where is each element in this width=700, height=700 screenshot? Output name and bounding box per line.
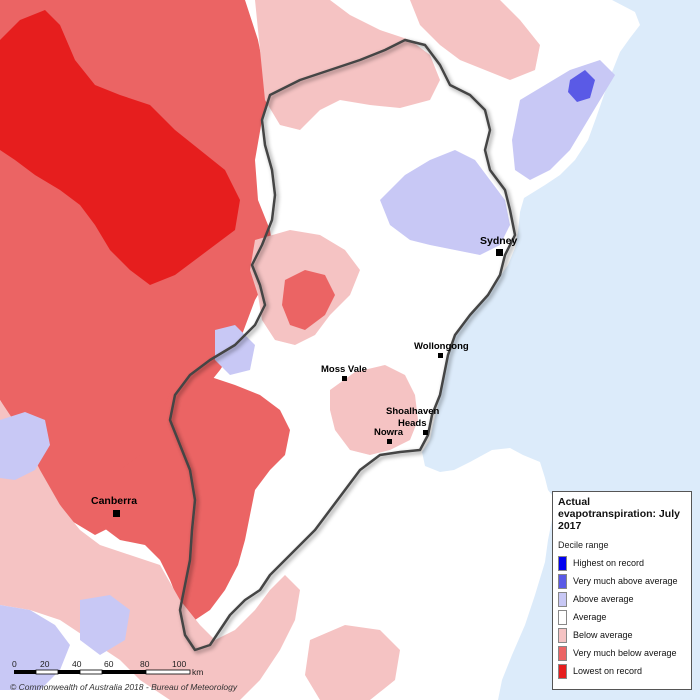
region-very-much-below-south <box>85 375 290 620</box>
region-very-much-above-average <box>568 70 595 102</box>
region-above-average-west <box>0 412 50 480</box>
scale-bar-segment <box>79 669 103 675</box>
legend-item-below: Below average <box>558 626 686 644</box>
legend-item-highest: Highest on record <box>558 554 686 572</box>
legend-swatch <box>558 627 567 643</box>
copyright-text: © Commonwealth of Australia 2018 - Burea… <box>10 682 238 692</box>
legend-label: Lowest on record <box>573 666 643 676</box>
scale-bar-segment <box>145 669 191 675</box>
city-marker <box>113 510 120 517</box>
legend-item-average: Average <box>558 608 686 626</box>
city-label-sydney: Sydney <box>480 235 518 247</box>
legend-label: Very much above average <box>573 576 678 586</box>
scale-tick-0: 0 <box>12 659 17 669</box>
city-moss-vale: Moss Vale <box>321 364 367 381</box>
city-nowra: Nowra <box>374 427 404 444</box>
city-marker <box>387 439 392 444</box>
city-label-nowra: Nowra <box>374 427 404 438</box>
region-below-average-top-right <box>410 0 540 80</box>
legend-swatch <box>558 573 567 589</box>
region-above-average-southwest <box>0 605 70 690</box>
city-marker <box>438 353 443 358</box>
region-above-average-inland <box>215 325 255 375</box>
legend-swatch <box>558 609 567 625</box>
city-label-heads: Heads <box>398 418 427 429</box>
legend-title: Actual evapotranspiration: July 2017 <box>558 496 680 532</box>
legend-swatch <box>558 555 567 571</box>
legend-item-very-much-above: Very much above average <box>558 572 686 590</box>
legend-swatch <box>558 591 567 607</box>
city-marker <box>342 376 347 381</box>
catchment-boundary <box>168 38 517 652</box>
scale-bar-segment <box>58 670 80 674</box>
scale-tick-20: 20 <box>40 659 50 669</box>
region-below-average-far-south <box>305 625 400 700</box>
city-sydney: Sydney <box>480 235 518 256</box>
city-canberra: Canberra <box>91 495 137 517</box>
legend-item-very-much-below: Very much below average <box>558 644 686 662</box>
legend-swatch <box>558 663 567 679</box>
map-legend: Actual evapotranspiration: July 2017 Dec… <box>552 491 692 690</box>
legend-swatch <box>558 645 567 661</box>
scale-tick-80: 80 <box>140 659 150 669</box>
region-above-average-sydney <box>380 150 510 255</box>
region-lowest-on-record <box>0 10 240 285</box>
legend-label: Very much below average <box>573 648 677 658</box>
region-above-average-south <box>80 595 130 655</box>
region-below-average-southwest <box>0 400 300 700</box>
scale-tick-100: 100 <box>172 659 186 669</box>
city-marker <box>496 249 503 256</box>
legend-label: Average <box>573 612 607 622</box>
scale-unit: km <box>192 667 203 677</box>
region-very-much-below-central <box>282 270 335 330</box>
city-label-shoalhaven: Shoalhaven <box>386 406 440 417</box>
legend-subtitle: Decile range <box>558 540 609 550</box>
city-shoalhaven-heads: Shoalhaven Heads <box>386 406 440 435</box>
legend-item-above: Above average <box>558 590 686 608</box>
scale-tick-60: 60 <box>104 659 114 669</box>
city-label-wollongong: Wollongong <box>414 341 469 352</box>
scale-bar-segment <box>35 669 59 675</box>
region-below-average-nowra <box>330 365 418 455</box>
scale-bar-segment <box>14 670 36 674</box>
legend-item-lowest: Lowest on record <box>558 662 686 680</box>
legend-label: Below average <box>573 630 633 640</box>
city-wollongong: Wollongong <box>414 341 469 358</box>
legend-label: Above average <box>573 594 634 604</box>
legend-items: Highest on record Very much above averag… <box>558 554 686 680</box>
scale-bar: 0 20 40 60 80 100 km <box>12 659 203 677</box>
legend-label: Highest on record <box>573 558 645 568</box>
city-label-moss-vale: Moss Vale <box>321 364 367 375</box>
scale-tick-40: 40 <box>72 659 82 669</box>
scale-bar-segment <box>102 670 146 674</box>
city-label-canberra: Canberra <box>91 495 137 507</box>
city-marker <box>423 430 428 435</box>
